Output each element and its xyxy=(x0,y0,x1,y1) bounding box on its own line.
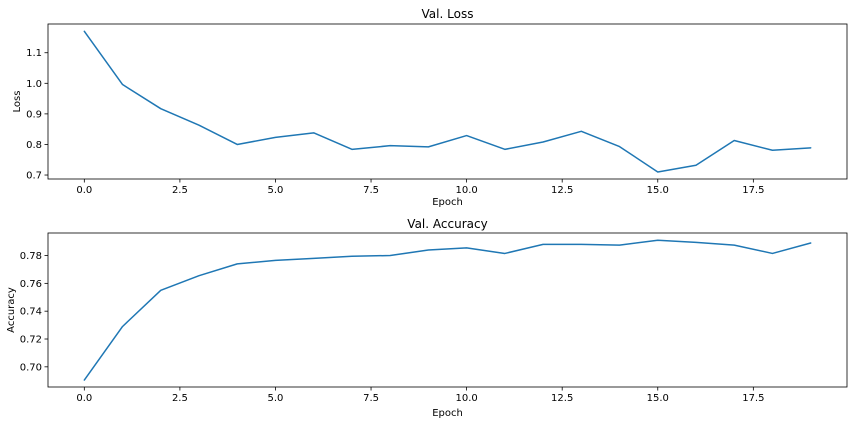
accuracy-x-tick-label: 5.0 xyxy=(268,393,284,404)
accuracy-x-tick-label: 10.0 xyxy=(455,393,477,404)
accuracy-y-tick-label: 0.76 xyxy=(20,279,42,290)
loss-panel: Val. Loss 0.0 2.5 5.0 7.5 10.0 12.5 15.0 17.50.… xyxy=(12,7,848,208)
loss-y-tick-label: 0.9 xyxy=(26,109,42,120)
loss-x-tick-label: 7.5 xyxy=(363,185,379,196)
loss-x-tick-label: 17.5 xyxy=(742,185,764,196)
loss-y-tick-label: 0.7 xyxy=(26,171,42,182)
accuracy-series-line xyxy=(83,239,812,381)
loss-series-line xyxy=(83,30,812,173)
loss-ticks: 0.0 2.5 5.0 7.5 10.0 12.5 15.0 17.5 0.7 0.8 0.9 1.0… xyxy=(26,48,764,196)
loss-y-tick-label: 1.1 xyxy=(26,48,42,59)
accuracy-x-tick-label: 0.0 xyxy=(76,393,92,404)
loss-title: Val. Loss xyxy=(422,7,474,21)
loss-x-tick-label: 15.0 xyxy=(647,185,669,196)
accuracy-y-axis-label: Accuracy xyxy=(6,287,17,333)
accuracy-x-tick-label: 15.0 xyxy=(647,393,669,404)
accuracy-y-tick-label: 0.70 xyxy=(20,362,42,373)
loss-y-tick-label: 1.0 xyxy=(26,79,42,90)
accuracy-x-tick-label: 12.5 xyxy=(551,393,573,404)
accuracy-x-axis-label: Epoch xyxy=(432,408,463,419)
accuracy-y-tick-label: 0.78 xyxy=(20,251,42,262)
loss-x-tick-label: 5.0 xyxy=(268,185,284,196)
loss-plot-frame xyxy=(47,23,848,180)
loss-x-tick-label: 12.5 xyxy=(551,185,573,196)
accuracy-ticks: 0.0 2.5 5.0 7.5 10.0 12.5 15.0 17.5 0.70 0.72 0.74… xyxy=(20,251,765,404)
loss-x-tick-label: 10.0 xyxy=(455,185,477,196)
accuracy-y-tick-label: 0.74 xyxy=(20,307,42,318)
loss-x-tick-label: 0.0 xyxy=(76,185,92,196)
accuracy-y-tick-label: 0.72 xyxy=(20,335,42,346)
accuracy-x-tick-label: 7.5 xyxy=(363,393,379,404)
loss-y-axis-label: Loss xyxy=(12,91,23,113)
accuracy-x-tick-label: 2.5 xyxy=(172,393,188,404)
accuracy-x-tick-label: 17.5 xyxy=(742,393,764,404)
loss-x-axis-label: Epoch xyxy=(432,197,463,208)
loss-y-tick-label: 0.8 xyxy=(26,140,42,151)
accuracy-panel: Val. Accuracy 0.0 2.5 5.0 7.5 10.0 12.5 15.0 17… xyxy=(6,217,848,419)
loss-x-tick-label: 2.5 xyxy=(172,185,188,196)
accuracy-title: Val. Accuracy xyxy=(407,217,487,231)
accuracy-plot-frame xyxy=(47,232,848,388)
